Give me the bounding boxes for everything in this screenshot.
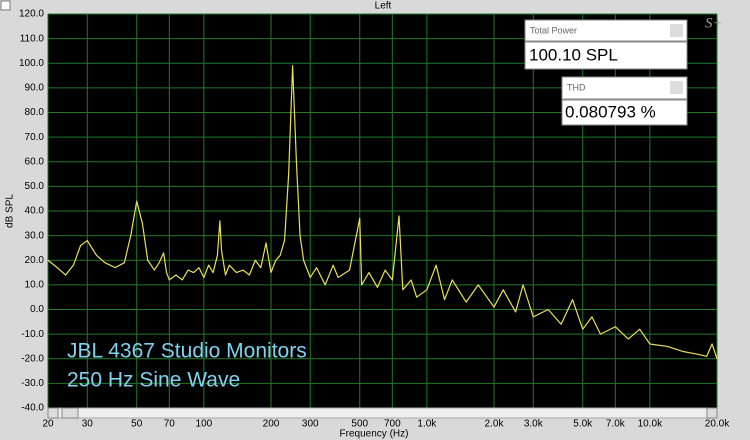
x-tick-label: 500 xyxy=(351,419,368,430)
x-tick-label: 300 xyxy=(302,419,319,430)
chart-title: Left xyxy=(375,1,392,12)
y-tick-label: -40.0 xyxy=(21,403,44,414)
x-tick-label: 20 xyxy=(42,419,54,430)
scrollbar[interactable] xyxy=(47,407,718,419)
scroll-left[interactable] xyxy=(47,407,59,419)
x-tick-label: 7.0k xyxy=(606,419,626,430)
y-tick-label: 50.0 xyxy=(25,181,45,192)
x-tick-label: 10.0k xyxy=(638,419,663,430)
y-tick-label: 100.0 xyxy=(19,58,44,69)
x-tick-label: 100 xyxy=(196,419,213,430)
y-tick-label: 90.0 xyxy=(25,83,45,94)
panel-value-box xyxy=(561,99,688,126)
panel-button[interactable] xyxy=(670,24,683,37)
y-tick-label: 10.0 xyxy=(25,280,45,291)
panel-button[interactable] xyxy=(670,81,683,94)
panel-value-box xyxy=(524,41,688,70)
x-tick-label: 2.0k xyxy=(485,419,505,430)
y-tick-label: 110.0 xyxy=(20,33,45,44)
panel-label-box xyxy=(524,19,688,42)
y-tick-label: -10.0 xyxy=(21,329,44,340)
y-axis-label: dB SPL xyxy=(5,194,16,228)
scroll-thumb[interactable] xyxy=(61,407,79,419)
y-tick-label: -20.0 xyxy=(21,353,44,364)
panel-value: 100.10 SPL xyxy=(529,45,618,64)
y-tick-label: 20.0 xyxy=(25,255,45,266)
x-tick-label: 20.0k xyxy=(705,419,730,430)
y-tick-label: 30.0 xyxy=(25,230,45,241)
panel-label: Total Power xyxy=(530,25,577,35)
y-tick-label: 40.0 xyxy=(25,206,45,217)
y-tick-label: 0.0 xyxy=(30,304,44,315)
x-tick-label: 1.0k xyxy=(417,419,437,430)
panel-value: 0.080793 % xyxy=(565,102,656,121)
logo: S+ xyxy=(705,15,723,31)
y-tick-label: 60.0 xyxy=(25,156,45,167)
x-tick-label: 50 xyxy=(131,419,143,430)
x-tick-label: 70 xyxy=(164,419,176,430)
y-tick-label: 120.0 xyxy=(19,9,44,20)
y-tick-label: 80.0 xyxy=(25,107,45,118)
x-tick-label: 700 xyxy=(384,419,401,430)
panel-label-box xyxy=(561,76,688,100)
x-tick-label: 3.0k xyxy=(524,419,544,430)
x-tick-label: 30 xyxy=(82,419,94,430)
y-tick-label: -30.0 xyxy=(21,378,44,389)
scroll-right[interactable] xyxy=(706,407,718,419)
menu-button[interactable] xyxy=(0,0,11,11)
panel-label: THD xyxy=(567,82,586,92)
y-tick-label: 70.0 xyxy=(25,132,45,143)
x-axis-label: Frequency (Hz) xyxy=(340,429,409,440)
x-tick-label: 5.0k xyxy=(573,419,593,430)
x-tick-label: 200 xyxy=(263,419,280,430)
spectrum-line xyxy=(47,65,718,359)
annotation: JBL 4367 Studio Monitors xyxy=(67,340,307,363)
annotation: 250 Hz Sine Wave xyxy=(67,369,240,392)
